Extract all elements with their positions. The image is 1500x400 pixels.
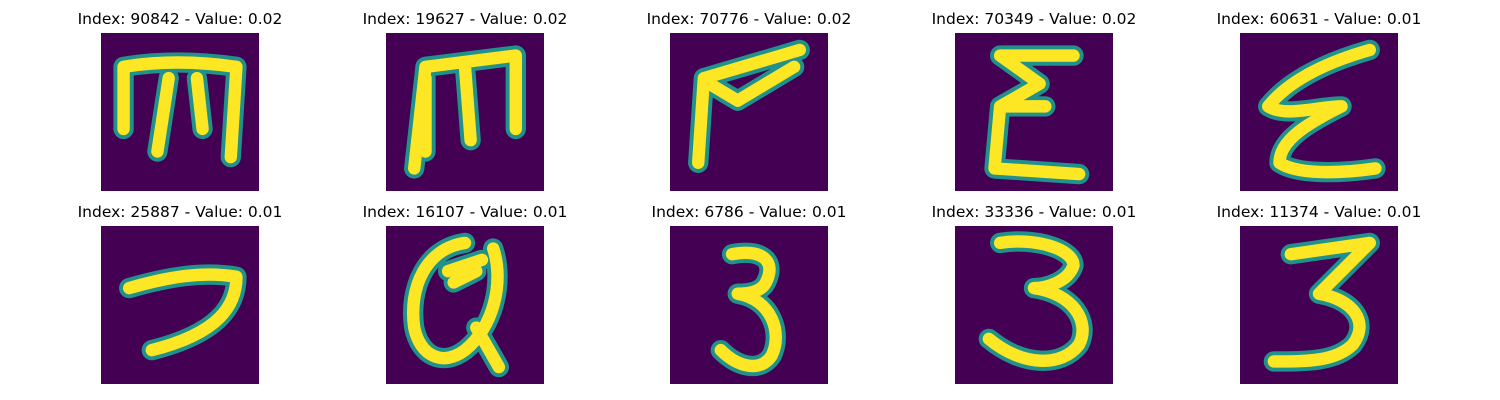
handwritten-m-image bbox=[101, 33, 259, 191]
panel-6: Index: 25887 - Value: 0.01 bbox=[35, 193, 325, 384]
panel-8: Index: 6786 - Value: 0.01 bbox=[604, 193, 894, 384]
panel-title: Index: 16107 - Value: 0.01 bbox=[362, 203, 568, 221]
panel-7: Index: 16107 - Value: 0.01 bbox=[320, 193, 610, 384]
panel-title: Index: 19627 - Value: 0.02 bbox=[362, 10, 568, 28]
panel-3: Index: 70776 - Value: 0.02 bbox=[604, 0, 894, 191]
handwritten-at-sign-image bbox=[386, 226, 544, 384]
handwritten-3-image bbox=[1240, 226, 1398, 384]
handwritten-3-image bbox=[670, 226, 828, 384]
panel-title: Index: 70349 - Value: 0.02 bbox=[931, 10, 1137, 28]
handwritten-e-image bbox=[1240, 33, 1398, 191]
panel-title: Index: 11374 - Value: 0.01 bbox=[1216, 203, 1422, 221]
handwritten-7-image bbox=[101, 226, 259, 384]
panel-10: Index: 11374 - Value: 0.01 bbox=[1174, 193, 1464, 384]
handwritten-3-image bbox=[955, 226, 1113, 384]
handwritten-m-image bbox=[386, 33, 544, 191]
panel-title: Index: 60631 - Value: 0.01 bbox=[1216, 10, 1422, 28]
panel-title: Index: 70776 - Value: 0.02 bbox=[646, 10, 852, 28]
panel-title: Index: 90842 - Value: 0.02 bbox=[77, 10, 283, 28]
panel-title: Index: 25887 - Value: 0.01 bbox=[77, 203, 283, 221]
panel-9: Index: 33336 - Value: 0.01 bbox=[889, 193, 1179, 384]
panel-title: Index: 33336 - Value: 0.01 bbox=[931, 203, 1137, 221]
panel-2: Index: 19627 - Value: 0.02 bbox=[320, 0, 610, 191]
panel-5: Index: 60631 - Value: 0.01 bbox=[1174, 0, 1464, 191]
handwritten-r-image bbox=[670, 33, 828, 191]
panel-1: Index: 90842 - Value: 0.02 bbox=[35, 0, 325, 191]
panel-title: Index: 6786 - Value: 0.01 bbox=[651, 203, 847, 221]
panel-4: Index: 70349 - Value: 0.02 bbox=[889, 0, 1179, 191]
handwritten-E-image bbox=[955, 33, 1113, 191]
